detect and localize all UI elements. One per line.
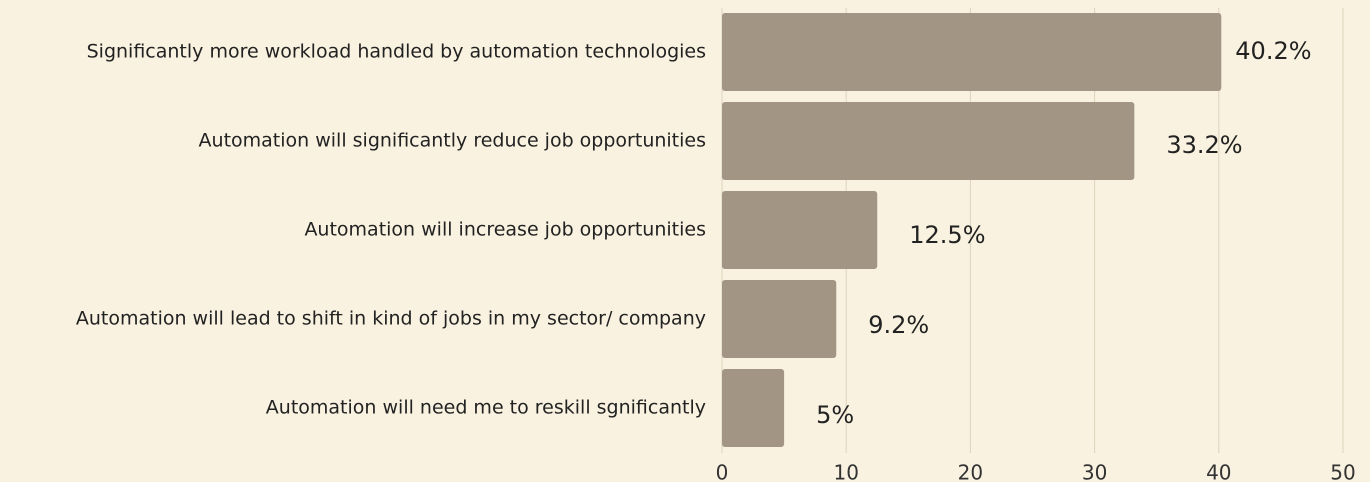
value-label: 40.2% — [1235, 37, 1311, 65]
bar — [722, 191, 878, 269]
category-label: Significantly more workload handled by a… — [87, 41, 706, 63]
x-tick-label: 40 — [1206, 461, 1231, 482]
x-tick-label: 0 — [716, 461, 729, 482]
x-tick-label: 20 — [958, 461, 983, 482]
value-label: 12.5% — [909, 221, 985, 249]
x-tick-label: 30 — [1082, 461, 1107, 482]
bar — [722, 369, 785, 447]
value-label: 9.2% — [868, 311, 929, 339]
bar — [722, 280, 837, 358]
bar — [722, 102, 1135, 180]
category-label: Automation will significantly reduce job… — [199, 130, 706, 152]
category-label: Automation will lead to shift in kind of… — [76, 308, 706, 330]
bar — [722, 13, 1222, 91]
category-label: Automation will need me to reskill sgnif… — [266, 397, 706, 419]
x-tick-label: 50 — [1330, 461, 1355, 482]
value-label: 33.2% — [1166, 131, 1242, 159]
category-label: Automation will increase job opportuniti… — [304, 219, 706, 241]
value-label: 5% — [816, 401, 854, 429]
x-tick-label: 10 — [833, 461, 858, 482]
